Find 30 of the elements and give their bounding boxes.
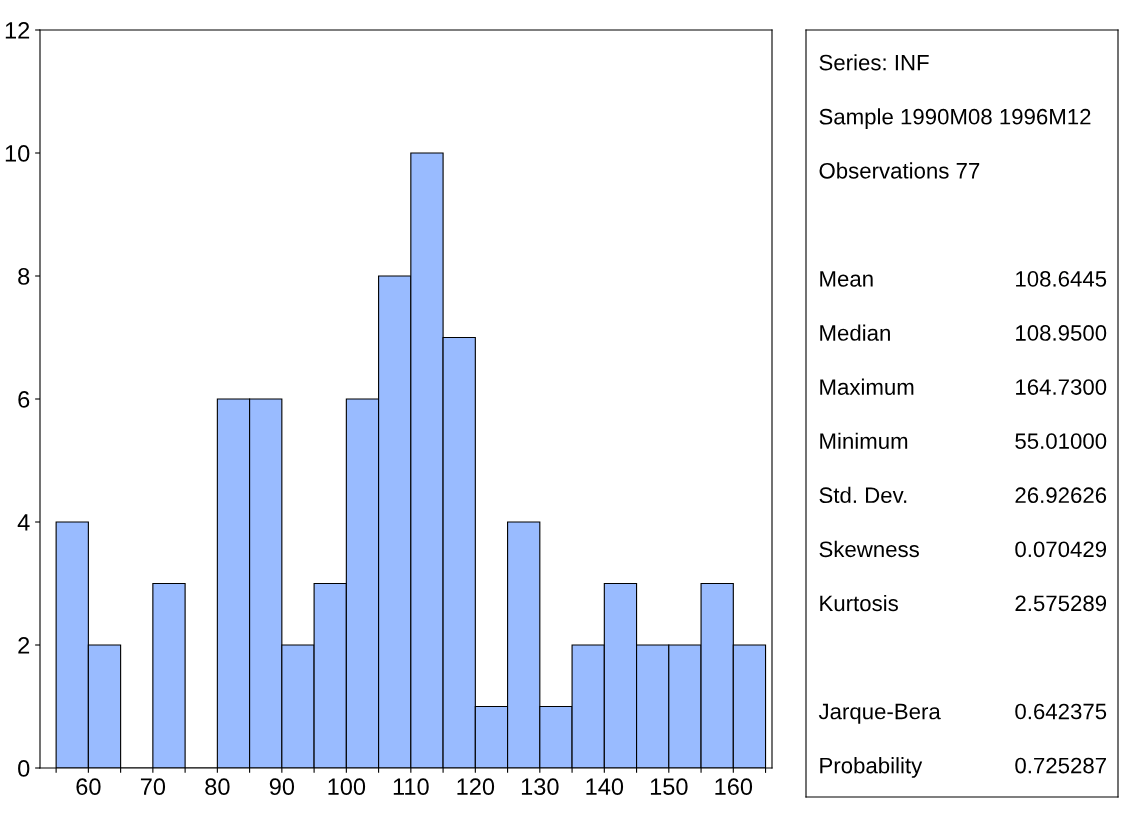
x-tick-label: 90 [269, 778, 295, 796]
x-tick-label: 110 [393, 778, 429, 796]
x-tick-label: 100 [328, 778, 366, 796]
text: Std. Dev. 26.92626 [819, 486, 1107, 504]
text: Sample 1990M08 1996M12 [819, 108, 1091, 129]
x-tick-label: 80 [205, 778, 230, 796]
text: Maximum 164.7300 [820, 378, 1107, 395]
text: Mean 108.6445 [820, 271, 1107, 287]
x-tick-label: 160 [715, 778, 753, 796]
y-tick-label: 8 [18, 268, 30, 285]
x-tick-label: 60 [76, 778, 101, 796]
text: Kurtosis 2.575289 [820, 594, 1107, 612]
x-tick-label: 140 [586, 778, 624, 796]
y-tick-label: 10 [5, 145, 30, 162]
text: Observations 77 [819, 162, 980, 179]
y-tick-label: 2 [18, 637, 30, 654]
y-tick-label: 0 [18, 760, 30, 777]
x-tick-label: 70 [140, 778, 166, 796]
y-tick-label: 6 [18, 391, 30, 408]
x-tick-label: 120 [457, 778, 495, 796]
x-tick-label: 130 [521, 778, 559, 796]
text: Series: INF [819, 54, 929, 71]
text: Jarque-Bera 0.642375 [818, 703, 1107, 724]
text: Median 108.9500 [820, 324, 1107, 341]
text: Skewness 0.070429 [819, 540, 1107, 558]
text: Minimum 55.01000 [820, 432, 1107, 449]
text: Probability 0.725287 [820, 757, 1106, 778]
y-tick-label: 12 [5, 22, 30, 39]
x-tick-label: 150 [650, 778, 688, 796]
y-tick-label: 4 [17, 514, 30, 531]
